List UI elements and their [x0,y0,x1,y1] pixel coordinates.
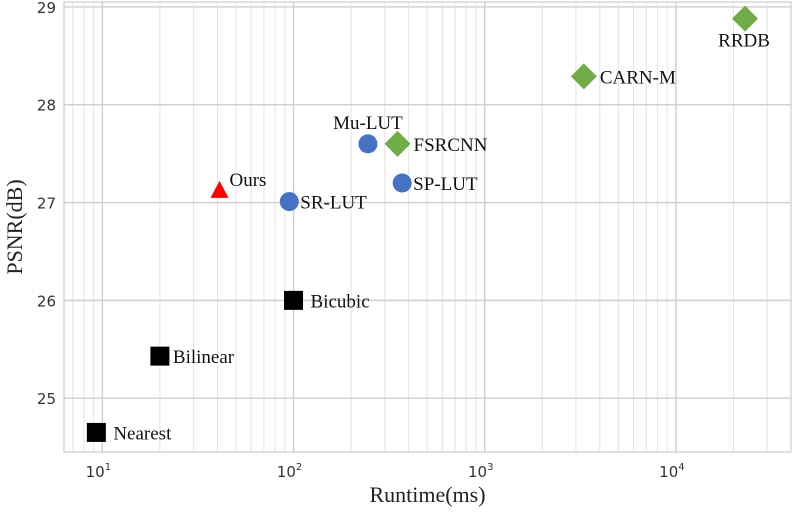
y-tick-label: 25 [37,390,56,408]
point-nearest-label: Nearest [113,423,172,444]
point-carn-m-marker [570,63,597,90]
x-tick-label: 102 [277,462,302,481]
point-fsrcnn-marker [384,130,411,157]
point-labels: Nearest Bilinear Bicubic Ours SR-LUT Mu-LUT SP… [113,31,770,445]
y-axis-label: PSNR(dB) [2,179,27,274]
x-axis-label: Runtime(ms) [369,482,485,507]
x-tick-label: 101 [86,462,111,481]
point-sp-lut-marker [392,173,412,193]
grid [64,2,792,452]
y-tick-label: 27 [37,195,56,213]
y-tick-label: 26 [37,292,56,310]
point-bicubic-marker [284,290,304,310]
point-carn-m-label: CARN-M [600,67,676,88]
point-sr-lut-label: SR-LUT [300,193,367,214]
point-nearest-marker [86,422,106,442]
x-tick-label: 104 [659,462,684,481]
point-bicubic-label: Bicubic [311,291,370,312]
point-rrdb-marker [732,5,759,32]
point-fsrcnn-label: FSRCNN [414,135,488,156]
axis-ticks: 25 26 27 28 29 101 102 103 104 [37,0,685,481]
point-bilinear-label: Bilinear [173,347,235,368]
data-points [86,5,759,442]
point-mu-lut-marker [358,134,378,154]
point-sp-lut-label: SP-LUT [413,174,478,195]
point-sr-lut-marker [279,192,299,212]
x-tick-label: 103 [468,462,493,481]
point-ours-label: Ours [230,170,267,191]
y-tick-label: 29 [37,0,56,17]
point-mu-lut-label: Mu-LUT [333,113,403,134]
y-tick-label: 28 [37,97,56,115]
point-rrdb-label: RRDB [718,31,770,52]
point-ours-marker [210,180,229,198]
plot-frame [63,1,792,453]
point-bilinear-marker [150,346,170,366]
